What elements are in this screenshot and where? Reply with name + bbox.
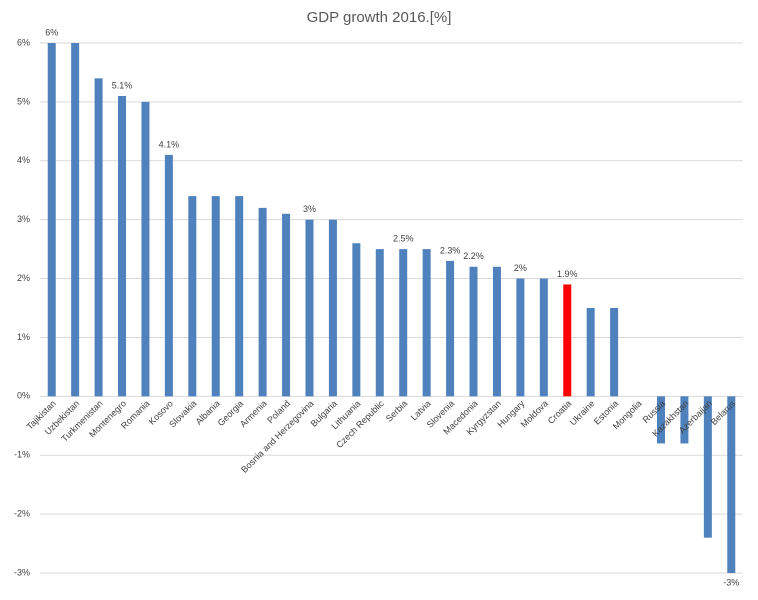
bar: [94, 78, 103, 397]
bar: [375, 249, 384, 397]
bar: [211, 196, 220, 397]
chart-title: GDP growth 2016.[%]: [307, 9, 452, 26]
data-label: 1.9%: [557, 269, 578, 279]
bar: [727, 396, 736, 573]
bar: [656, 396, 665, 444]
y-tick-label: 6%: [17, 37, 30, 47]
bar: [586, 308, 595, 397]
bar: [469, 266, 478, 397]
bar: [610, 308, 619, 397]
y-tick-label: -2%: [14, 508, 30, 518]
y-tick-label: -1%: [14, 450, 30, 460]
y-tick-label: 2%: [17, 273, 30, 283]
bar: [328, 219, 337, 397]
bar: [399, 249, 408, 397]
bar: [258, 207, 267, 397]
y-tick-label: 1%: [17, 332, 30, 342]
data-label: -3%: [723, 577, 739, 587]
data-label: 2.3%: [440, 245, 461, 255]
data-label: 2.2%: [463, 251, 484, 261]
y-tick-label: 5%: [17, 96, 30, 106]
data-label: 4.1%: [159, 139, 180, 149]
bar: [422, 249, 431, 397]
bar: [516, 278, 525, 397]
data-label: 2%: [514, 263, 527, 273]
bar: [118, 96, 127, 397]
bar: [563, 284, 572, 397]
bar: [352, 243, 361, 397]
bar: [188, 196, 197, 397]
bar: [703, 396, 712, 538]
bar: [492, 266, 501, 397]
bar: [446, 260, 455, 397]
y-tick-label: 4%: [17, 155, 30, 165]
bar: [305, 219, 314, 397]
data-label: 6%: [45, 27, 58, 37]
y-tick-label: -3%: [14, 567, 30, 577]
data-label: 2.5%: [393, 233, 414, 243]
bar: [47, 43, 56, 397]
data-label: 5.1%: [112, 80, 133, 90]
data-label: 3%: [303, 204, 316, 214]
bar: [680, 396, 689, 444]
bar: [282, 213, 291, 397]
bar: [235, 196, 244, 397]
y-tick-label: 3%: [17, 214, 30, 224]
y-tick-label: 0%: [17, 391, 30, 401]
bar: [539, 278, 548, 397]
bar: [164, 154, 173, 397]
bar: [71, 43, 80, 397]
bar: [141, 101, 150, 397]
